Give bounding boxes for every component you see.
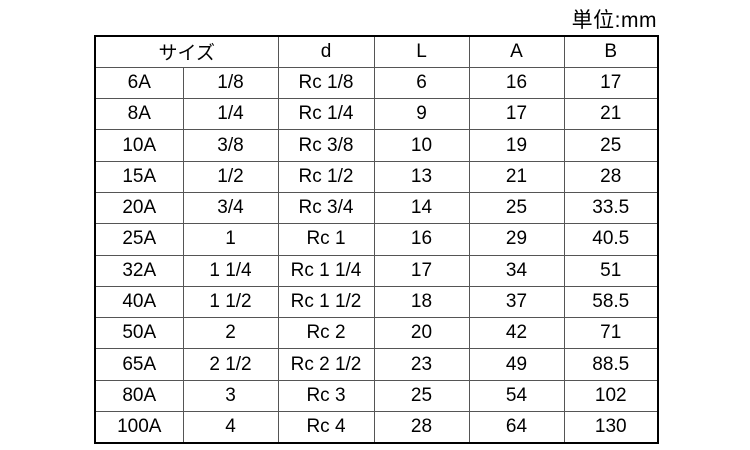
- table-cell: 17: [373, 254, 470, 287]
- table-cell: 10: [373, 129, 470, 162]
- table-cell: 51: [563, 254, 659, 287]
- table-cell: 20: [373, 317, 470, 350]
- table-cell: 42: [468, 317, 565, 350]
- table-cell: 4: [182, 411, 279, 444]
- table-cell: 54: [468, 379, 565, 413]
- table-cell: 25: [563, 129, 659, 162]
- table-cell: 18: [373, 285, 470, 319]
- table-cell: Rc 2 1/2: [277, 348, 375, 381]
- table-row: 80A 3 Rc 3 25 54 102: [94, 379, 659, 413]
- table-cell: 32A: [94, 254, 184, 287]
- table-header-row: サイズ d L A B: [94, 35, 659, 68]
- table-cell: 14: [373, 191, 470, 225]
- table-cell: 100A: [94, 411, 184, 444]
- unit-label: 単位:mm: [571, 9, 657, 32]
- table-cell: 15A: [94, 160, 184, 193]
- table-cell: 1/2: [182, 160, 279, 193]
- table-cell: 49: [468, 348, 565, 381]
- table-cell: Rc 1/4: [277, 98, 375, 131]
- table-cell: Rc 4: [277, 411, 375, 444]
- header-size: サイズ: [94, 35, 279, 68]
- table-cell: 2 1/2: [182, 348, 279, 381]
- table-cell: 21: [563, 98, 659, 131]
- table-cell: 16: [373, 223, 470, 256]
- table-cell: 3: [182, 379, 279, 413]
- table-cell: Rc 3/8: [277, 129, 375, 162]
- table-cell: 33.5: [563, 191, 659, 225]
- table-cell: Rc 1: [277, 223, 375, 256]
- table-cell: 3/4: [182, 191, 279, 225]
- table-cell: 1/4: [182, 98, 279, 131]
- table-row: 100A 4 Rc 4 28 64 130: [94, 411, 659, 444]
- table-cell: 28: [373, 411, 470, 444]
- table-cell: 17: [563, 66, 659, 100]
- table-cell: 80A: [94, 379, 184, 413]
- table-cell: 28: [563, 160, 659, 193]
- table-cell: 50A: [94, 317, 184, 350]
- table-cell: 8A: [94, 98, 184, 131]
- table-row: 32A 1 1/4 Rc 1 1/4 17 34 51: [94, 254, 659, 287]
- table-cell: 25: [468, 191, 565, 225]
- table-cell: 17: [468, 98, 565, 131]
- table-cell: Rc 3: [277, 379, 375, 413]
- table-cell: 88.5: [563, 348, 659, 381]
- table-row: 40A 1 1/2 Rc 1 1/2 18 37 58.5: [94, 285, 659, 319]
- table-cell: 1: [182, 223, 279, 256]
- table-cell: 40.5: [563, 223, 659, 256]
- table-row: 8A 1/4 Rc 1/4 9 17 21: [94, 98, 659, 131]
- table-cell: 20A: [94, 191, 184, 225]
- table-cell: 16: [468, 66, 565, 100]
- table-cell: 23: [373, 348, 470, 381]
- table-cell: 102: [563, 379, 659, 413]
- table-cell: 1 1/2: [182, 285, 279, 319]
- table-cell: Rc 3/4: [277, 191, 375, 225]
- table-cell: 13: [373, 160, 470, 193]
- table-row: 65A 2 1/2 Rc 2 1/2 23 49 88.5: [94, 348, 659, 381]
- table-cell: 2: [182, 317, 279, 350]
- table-row: 20A 3/4 Rc 3/4 14 25 33.5: [94, 191, 659, 225]
- table-body: 6A 1/8 Rc 1/8 6 16 17 8A 1/4 Rc 1/4 9 17 21 10A 3/8 Rc…: [94, 66, 659, 444]
- table-row: 50A 2 Rc 2 20 42 71: [94, 317, 659, 350]
- table-row: 25A 1 Rc 1 16 29 40.5: [94, 223, 659, 256]
- table-cell: 37: [468, 285, 565, 319]
- table-cell: 21: [468, 160, 565, 193]
- table-cell: 58.5: [563, 285, 659, 319]
- header-b: B: [563, 35, 659, 68]
- table-cell: 6A: [94, 66, 184, 100]
- table-cell: 1 1/4: [182, 254, 279, 287]
- table-cell: 34: [468, 254, 565, 287]
- table-cell: 71: [563, 317, 659, 350]
- table-cell: 3/8: [182, 129, 279, 162]
- table-row: 10A 3/8 Rc 3/8 10 19 25: [94, 129, 659, 162]
- table-row: 15A 1/2 Rc 1/2 13 21 28: [94, 160, 659, 193]
- table-cell: 40A: [94, 285, 184, 319]
- table-cell: 6: [373, 66, 470, 100]
- table-cell: Rc 2: [277, 317, 375, 350]
- table-cell: 10A: [94, 129, 184, 162]
- table-cell: Rc 1 1/4: [277, 254, 375, 287]
- table-cell: Rc 1/2: [277, 160, 375, 193]
- table-row: 6A 1/8 Rc 1/8 6 16 17: [94, 66, 659, 100]
- table-cell: 130: [563, 411, 659, 444]
- table-cell: 19: [468, 129, 565, 162]
- header-d: d: [277, 35, 375, 68]
- table-cell: 64: [468, 411, 565, 444]
- header-l: L: [373, 35, 470, 68]
- table-cell: Rc 1/8: [277, 66, 375, 100]
- table-cell: 29: [468, 223, 565, 256]
- table-cell: 25: [373, 379, 470, 413]
- table-cell: Rc 1 1/2: [277, 285, 375, 319]
- header-a: A: [468, 35, 565, 68]
- spec-table: サイズ d L A B 6A 1/8 Rc 1/8 6 16 17 8A 1/4 Rc 1/4 9…: [94, 35, 659, 444]
- table-cell: 9: [373, 98, 470, 131]
- table-cell: 25A: [94, 223, 184, 256]
- table-cell: 65A: [94, 348, 184, 381]
- table-cell: 1/8: [182, 66, 279, 100]
